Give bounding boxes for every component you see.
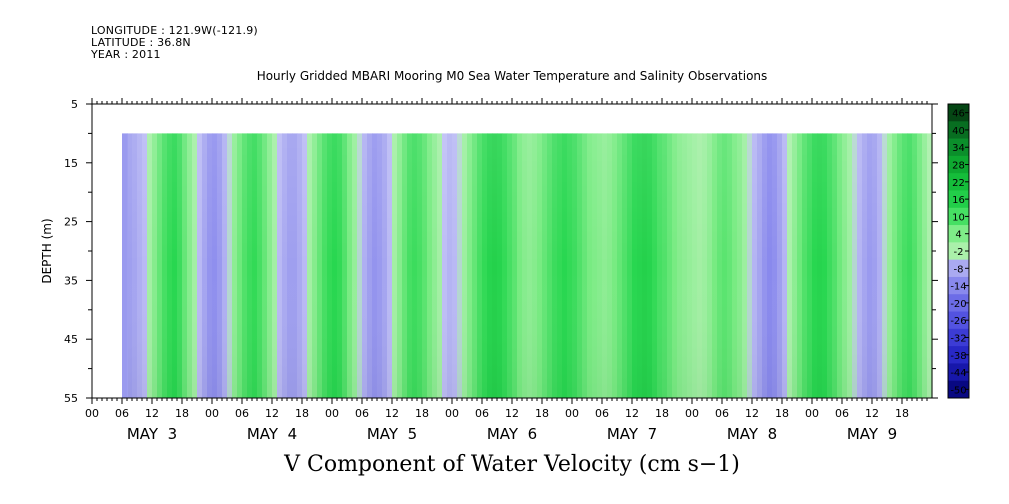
x-hour-tick-label: 18 [535, 407, 549, 420]
latitude-label: LATITUDE : 36.8N [91, 36, 191, 49]
colorbar-label: 10 [952, 212, 965, 223]
colorbar-label: -2 [954, 247, 964, 258]
x-hour-tick-label: 00 [565, 407, 579, 420]
heatmap-column [122, 133, 128, 398]
colorbar-label: 34 [952, 143, 965, 154]
y-tick-label: 25 [64, 216, 78, 229]
x-hour-tick-label: 06 [715, 407, 729, 420]
x-hour-tick-label: 00 [325, 407, 339, 420]
x-day-label: MAY 5 [367, 425, 417, 443]
colorbar-swatch [948, 363, 969, 382]
x-hour-tick-label: 12 [385, 407, 399, 420]
colorbar-label: -38 [950, 351, 966, 362]
x-hour-tick-label: 12 [625, 407, 639, 420]
y-tick-label: 55 [64, 392, 78, 405]
colorbar-swatch [948, 121, 969, 139]
x-hour-tick-label: 00 [85, 407, 99, 420]
colorbar-swatch [948, 259, 969, 278]
x-hour-tick-label: 06 [595, 407, 609, 420]
colorbar-label: -50 [950, 385, 966, 396]
x-day-label: MAY 6 [487, 425, 537, 443]
x-hour-tick-label: 12 [745, 407, 759, 420]
colorbar-swatch [948, 173, 969, 191]
colorbar-swatch [948, 225, 969, 243]
x-hour-tick-label: 00 [685, 407, 699, 420]
axes: 00 06 12 18 00 06 12 18 00 06 12 18 00 06 12 18 00 06 12 18… [40, 98, 938, 443]
colorbar-swatch [948, 190, 969, 209]
colorbar-label: -44 [950, 368, 966, 379]
colorbar-swatch [948, 346, 969, 364]
x-hour-tick-label: 12 [865, 407, 879, 420]
x-hour-tick-label: 18 [295, 407, 309, 420]
colorbar-label: 28 [952, 161, 965, 172]
x-hour-tick-label: 18 [775, 407, 789, 420]
colorbar-swatch [948, 138, 969, 157]
colorbar-label: 46 [952, 109, 965, 120]
colorbar-label: -8 [954, 264, 964, 275]
y-axis-title: DEPTH (m) [40, 218, 54, 283]
x-hour-tick-label: 06 [235, 407, 249, 420]
colorbar-label: 40 [952, 126, 965, 137]
x-hour-tick-label: 00 [445, 407, 459, 420]
y-tick-label: 5 [71, 98, 78, 111]
x-hour-tick-label: 12 [145, 407, 159, 420]
x-hour-tick-label: 06 [355, 407, 369, 420]
x-hour-tick-label: 06 [115, 407, 129, 420]
colorbar-swatch [948, 242, 969, 261]
colorbar: 46 40 34 28 22 16 10 4 -2 -8 -14 -20 -26 -32 -38 -44 -50 [947, 103, 970, 399]
colorbar-label: 22 [952, 178, 965, 189]
x-hour-tick-label: 06 [835, 407, 849, 420]
colorbar-swatch [948, 380, 969, 399]
x-hour-tick-label: 18 [895, 407, 909, 420]
x-hour-tick-label: 18 [415, 407, 429, 420]
colorbar-swatch [948, 276, 969, 295]
x-day-label: MAY 8 [727, 425, 777, 443]
colorbar-swatch [948, 104, 969, 122]
colorbar-swatch [948, 328, 969, 347]
x-day-label: MAY 3 [127, 425, 177, 443]
x-day-label: MAY 4 [247, 425, 297, 443]
x-hour-tick-label: 12 [265, 407, 279, 420]
colorbar-swatch [948, 155, 969, 174]
colorbar-label: 4 [955, 230, 961, 241]
y-tick-label: 35 [64, 274, 78, 287]
colorbar-label: -14 [950, 282, 966, 293]
x-hour-tick-label: 00 [805, 407, 819, 420]
colorbar-swatch [948, 207, 969, 226]
colorbar-swatch [948, 311, 969, 330]
x-hour-tick-label: 12 [505, 407, 519, 420]
velocity-label: V Component of Water Velocity (cm s−1) [284, 452, 740, 477]
x-hour-tick-label: 00 [205, 407, 219, 420]
y-tick-label: 45 [64, 333, 78, 346]
year-label: YEAR : 2011 [91, 48, 161, 61]
heatmap-shading [128, 133, 932, 398]
colorbar-label: -20 [950, 299, 966, 310]
colorbar-swatch [948, 294, 969, 312]
colorbar-label: -32 [950, 333, 966, 344]
longitude-label: LONGITUDE : 121.9W(-121.9) [91, 24, 258, 37]
y-tick-label: 15 [64, 157, 78, 170]
x-hour-tick-label: 06 [475, 407, 489, 420]
x-day-label: MAY 7 [607, 425, 657, 443]
chart-title: Hourly Gridded MBARI Mooring M0 Sea Wate… [256, 69, 768, 83]
x-hour-tick-label: 18 [655, 407, 669, 420]
colorbar-label: 16 [952, 195, 965, 206]
x-hour-tick-label: 18 [175, 407, 189, 420]
colorbar-label: -26 [950, 316, 966, 327]
x-day-label: MAY 9 [847, 425, 897, 443]
